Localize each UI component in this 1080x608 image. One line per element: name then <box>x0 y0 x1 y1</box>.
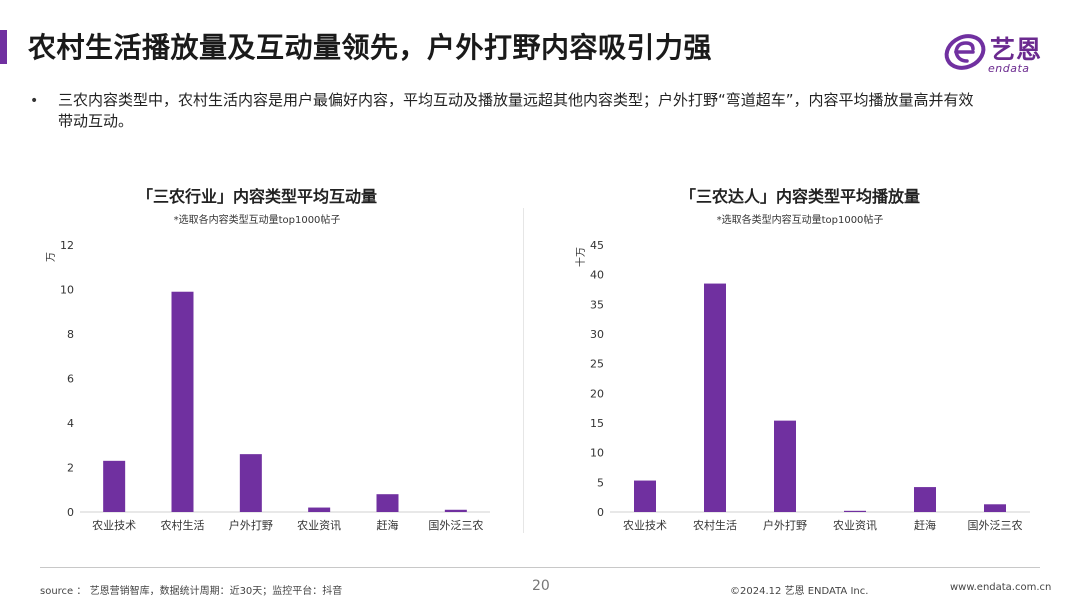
chart2-title: 「三农达人」内容类型平均播放量 <box>679 187 920 206</box>
x-tick-label: 农业资讯 <box>297 518 341 532</box>
logo-text-cn: 艺恩 <box>990 35 1043 64</box>
bar-农业技术 <box>634 480 656 512</box>
page-number: 20 <box>532 578 550 594</box>
bar-户外打野 <box>239 454 262 512</box>
bar-赶海 <box>376 494 399 512</box>
y-tick-label: 35 <box>590 298 604 311</box>
page-title: 农村生活播放量及互动量领先，户外打野内容吸引力强 <box>28 31 713 64</box>
x-tick-label: 农业资讯 <box>833 518 877 532</box>
y-tick-label: 6 <box>67 373 74 386</box>
x-tick-label: 农业技术 <box>623 518 667 532</box>
logo-text-en: endata <box>988 62 1030 75</box>
y-tick-label: 0 <box>597 506 604 519</box>
endata-logo: 艺恩 endata <box>942 28 1052 76</box>
chart-divider <box>523 208 524 533</box>
bullet-dot: • <box>30 93 39 109</box>
y-tick-label: 5 <box>597 476 604 489</box>
y-tick-label: 25 <box>590 358 604 371</box>
y-tick-label: 30 <box>590 328 604 341</box>
y-tick-label: 10 <box>60 284 74 297</box>
y-tick-label: 40 <box>590 269 604 282</box>
y-tick-label: 20 <box>590 387 604 400</box>
bar-农村生活 <box>704 283 726 512</box>
title-accent-bar <box>0 30 7 64</box>
bar-赶海 <box>914 487 936 512</box>
endata-logo-icon <box>944 34 986 70</box>
footer-website: www.endata.com.cn <box>950 582 1052 593</box>
x-tick-label: 农业技术 <box>92 518 136 532</box>
bar-户外打野 <box>774 420 796 512</box>
x-tick-label: 赶海 <box>914 518 936 532</box>
y-tick-label: 15 <box>590 417 604 430</box>
y-tick-label: 10 <box>590 447 604 460</box>
x-tick-label: 赶海 <box>377 518 399 532</box>
x-tick-label: 户外打野 <box>229 518 273 532</box>
y-axis-unit-label: 十万 <box>574 247 587 267</box>
footer-divider <box>40 567 1040 568</box>
bar-农业资讯 <box>308 507 331 512</box>
bar-农业技术 <box>103 460 126 512</box>
footer-copyright: ©2024.12 艺恩 ENDATA Inc. <box>730 586 869 597</box>
chart2-note: *选取各类型内容互动量top1000帖子 <box>716 215 884 226</box>
y-tick-label: 2 <box>67 462 74 475</box>
x-tick-label: 国外泛三农 <box>968 518 1023 532</box>
summary-text: 三农内容类型中，农村生活内容是用户最偏好内容，平均互动及播放量远超其他内容类型；… <box>58 91 974 130</box>
y-tick-label: 8 <box>67 328 74 341</box>
bar-国外泛三农 <box>444 509 467 512</box>
chart-average-plays: 十万 0 5 10 15 20 25 30 35 40 45 农业技术 农村生活 户外打野 农业资讯 赶海 国外… <box>574 239 1030 532</box>
x-tick-label: 农村生活 <box>693 518 737 532</box>
footer-source: source ： 艺恩营销智库，数据统计周期：近30天；监控平台：抖音 <box>40 586 343 597</box>
bar-农村生活 <box>171 291 194 512</box>
chart-average-interaction: 万 0 2 4 6 8 10 12 农业技术 农村生活 户外打野 农业资讯 赶海 国外泛三农 <box>46 239 490 532</box>
chart1-title: 「三农行业」内容类型平均互动量 <box>136 187 377 206</box>
y-tick-label: 45 <box>590 239 604 252</box>
chart1-note: *选取各内容类型互动量top1000帖子 <box>173 215 341 226</box>
x-tick-label: 国外泛三农 <box>428 518 483 532</box>
y-tick-label: 0 <box>67 506 74 519</box>
bar-农业资讯 <box>844 510 866 512</box>
bar-国外泛三农 <box>984 504 1006 512</box>
x-tick-label: 农村生活 <box>161 518 205 532</box>
y-tick-label: 12 <box>60 239 74 252</box>
y-axis-unit-label: 万 <box>46 252 57 262</box>
y-tick-label: 4 <box>67 417 74 430</box>
x-tick-label: 户外打野 <box>763 518 807 532</box>
